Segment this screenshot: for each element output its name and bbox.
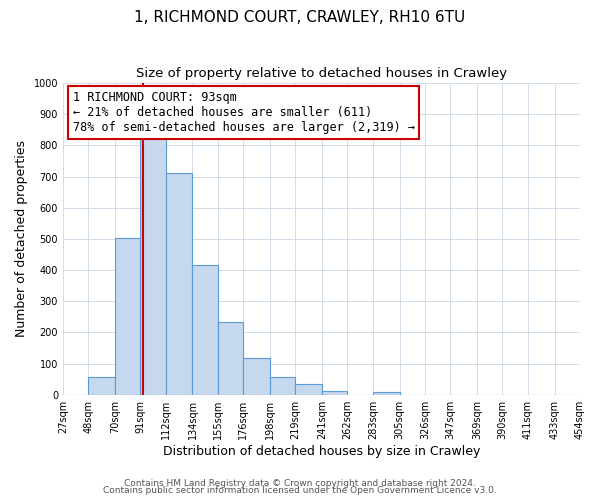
Bar xyxy=(193,266,218,394)
Bar xyxy=(244,358,270,395)
Text: Contains HM Land Registry data © Crown copyright and database right 2024.: Contains HM Land Registry data © Crown c… xyxy=(124,478,476,488)
Bar xyxy=(373,392,400,394)
Text: Contains public sector information licensed under the Open Government Licence v3: Contains public sector information licen… xyxy=(103,486,497,495)
Text: 1 RICHMOND COURT: 93sqm
← 21% of detached houses are smaller (611)
78% of semi-d: 1 RICHMOND COURT: 93sqm ← 21% of detache… xyxy=(73,91,415,134)
Bar xyxy=(88,377,115,394)
Title: Size of property relative to detached houses in Crawley: Size of property relative to detached ho… xyxy=(136,68,507,80)
Bar xyxy=(295,384,322,394)
Bar xyxy=(322,390,347,394)
Bar xyxy=(140,138,166,394)
Text: 1, RICHMOND COURT, CRAWLEY, RH10 6TU: 1, RICHMOND COURT, CRAWLEY, RH10 6TU xyxy=(134,10,466,25)
Y-axis label: Number of detached properties: Number of detached properties xyxy=(15,140,28,338)
Bar xyxy=(115,238,140,394)
X-axis label: Distribution of detached houses by size in Crawley: Distribution of detached houses by size … xyxy=(163,444,480,458)
Bar xyxy=(218,322,244,394)
Bar xyxy=(270,377,295,394)
Bar xyxy=(166,174,193,394)
